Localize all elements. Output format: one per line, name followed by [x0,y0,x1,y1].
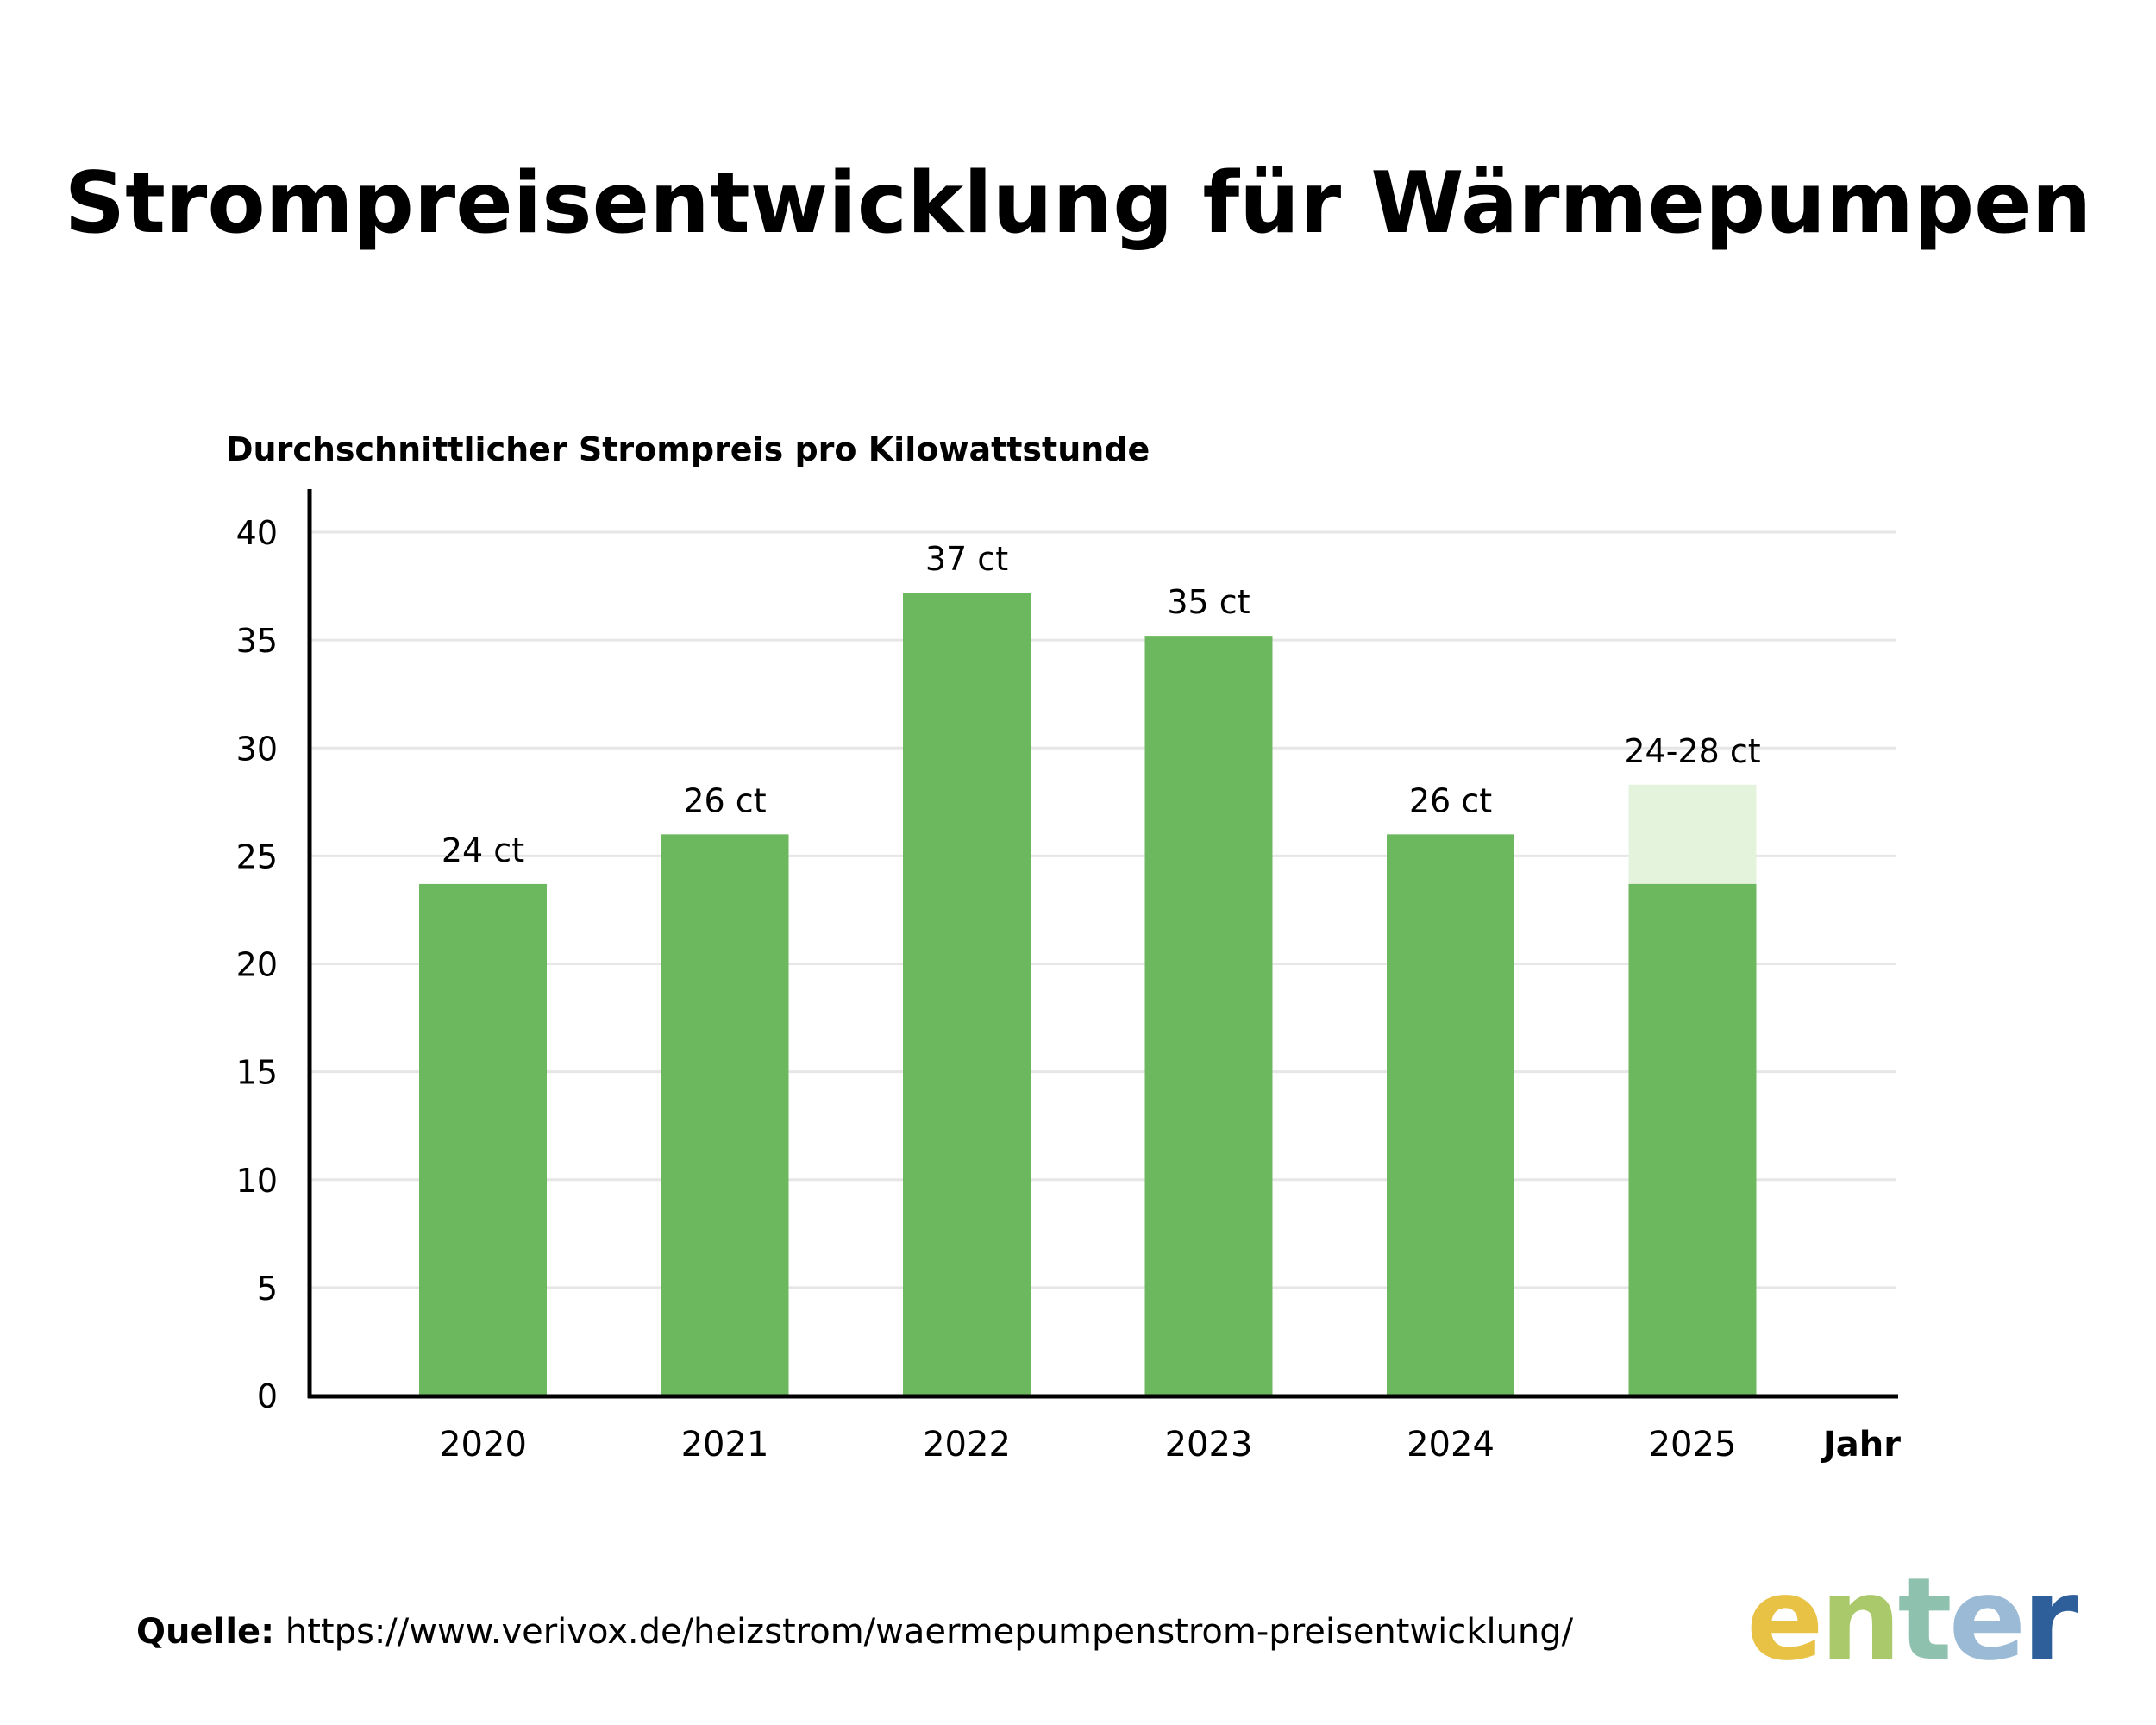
x-axis-title: Jahr [1821,1425,1901,1465]
y-tick-label-40: 40 [236,514,278,552]
bar-2022 [903,593,1031,1396]
x-tick-label-2021: 2021 [681,1425,769,1465]
logo-letter: e [1948,1553,2027,1686]
y-tick-label-30: 30 [236,730,278,768]
bar-2024 [1387,834,1514,1396]
bar-2023 [1144,636,1273,1396]
logo-letter: r [2022,1553,2078,1686]
x-tick-label-2022: 2022 [923,1425,1011,1465]
logo-letter: t [1897,1553,1952,1686]
x-tick-label-2024: 2024 [1407,1425,1495,1465]
y-tick-label-25: 25 [236,837,278,875]
data-label-2023: 35 ct [1167,583,1250,621]
y-tick-label-15: 15 [236,1054,278,1092]
y-axis-title: Durchschnittlicher Strompreis pro Kilowa… [226,430,1150,468]
y-tick-label-20: 20 [236,946,278,984]
x-tick-label-2023: 2023 [1165,1425,1253,1465]
data-label-2021: 26 ct [683,781,766,819]
logo-letter: n [1820,1553,1902,1686]
enter-logo: enter [1746,1553,2078,1686]
bar-range-2025 [1628,784,1757,884]
x-tick-label-2020: 2020 [439,1425,527,1465]
y-tick-label-5: 5 [257,1270,278,1308]
y-tick-label-35: 35 [236,622,278,660]
source-url: https://www.verivox.de/heizstrom/waermep… [285,1612,1574,1652]
data-label-2020: 24 ct [442,831,524,869]
bar-2025 [1628,883,1757,1396]
source-label: Quelle: [136,1612,275,1652]
data-label-2025: 24-28 ct [1624,732,1760,770]
y-tick-label-0: 0 [257,1377,278,1415]
data-label-2022: 37 ct [925,540,1008,578]
logo-letter: e [1746,1553,1824,1686]
bar-2021 [661,834,789,1396]
bar-2020 [419,883,547,1396]
y-tick-label-10: 10 [236,1162,278,1200]
source-note: Quelle: https://www.verivox.de/heizstrom… [136,1611,1573,1653]
x-tick-label-2025: 2025 [1649,1425,1737,1465]
data-label-2024: 26 ct [1409,781,1492,819]
chart-title: Strompreisentwicklung für Wärmepumpen [64,154,2092,253]
